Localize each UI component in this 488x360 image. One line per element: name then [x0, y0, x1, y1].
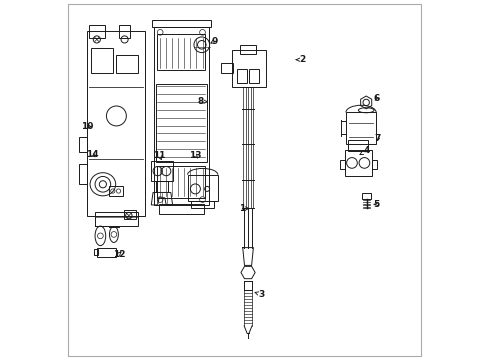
- Bar: [236, 69, 247, 83]
- Bar: [371, 161, 376, 169]
- Text: 2: 2: [296, 55, 305, 64]
- Bar: [221, 63, 232, 73]
- Bar: [91, 48, 113, 73]
- Text: 5: 5: [373, 200, 379, 209]
- Text: 14: 14: [86, 150, 99, 159]
- Bar: [232, 50, 265, 87]
- Bar: [116, 55, 138, 73]
- Bar: [152, 20, 210, 27]
- Text: 10: 10: [81, 122, 93, 131]
- Bar: [347, 140, 367, 151]
- Text: 11: 11: [153, 151, 165, 160]
- Bar: [344, 150, 371, 176]
- Bar: [87, 31, 144, 216]
- Bar: [157, 166, 205, 198]
- Bar: [240, 45, 256, 54]
- Text: 7: 7: [374, 134, 380, 143]
- Bar: [109, 186, 122, 196]
- Bar: [155, 84, 207, 162]
- Bar: [339, 161, 344, 169]
- Text: 6: 6: [373, 94, 379, 103]
- Bar: [159, 204, 203, 214]
- Bar: [157, 34, 205, 70]
- Text: 9: 9: [210, 37, 217, 46]
- Text: 1: 1: [239, 204, 248, 213]
- Bar: [248, 69, 259, 83]
- Bar: [187, 175, 217, 201]
- Text: 3: 3: [255, 290, 264, 299]
- Bar: [79, 137, 87, 152]
- Bar: [151, 161, 172, 181]
- Bar: [95, 212, 138, 226]
- Text: 13: 13: [189, 151, 202, 160]
- Bar: [362, 193, 370, 198]
- Text: 8: 8: [198, 97, 207, 106]
- Text: 4: 4: [359, 146, 369, 155]
- Bar: [94, 249, 97, 255]
- Bar: [191, 201, 214, 208]
- Bar: [123, 210, 136, 219]
- Bar: [89, 25, 105, 38]
- Bar: [79, 164, 87, 184]
- Bar: [119, 25, 130, 38]
- Bar: [153, 27, 208, 205]
- Bar: [345, 112, 375, 144]
- Bar: [97, 248, 116, 257]
- Text: 12: 12: [112, 249, 125, 258]
